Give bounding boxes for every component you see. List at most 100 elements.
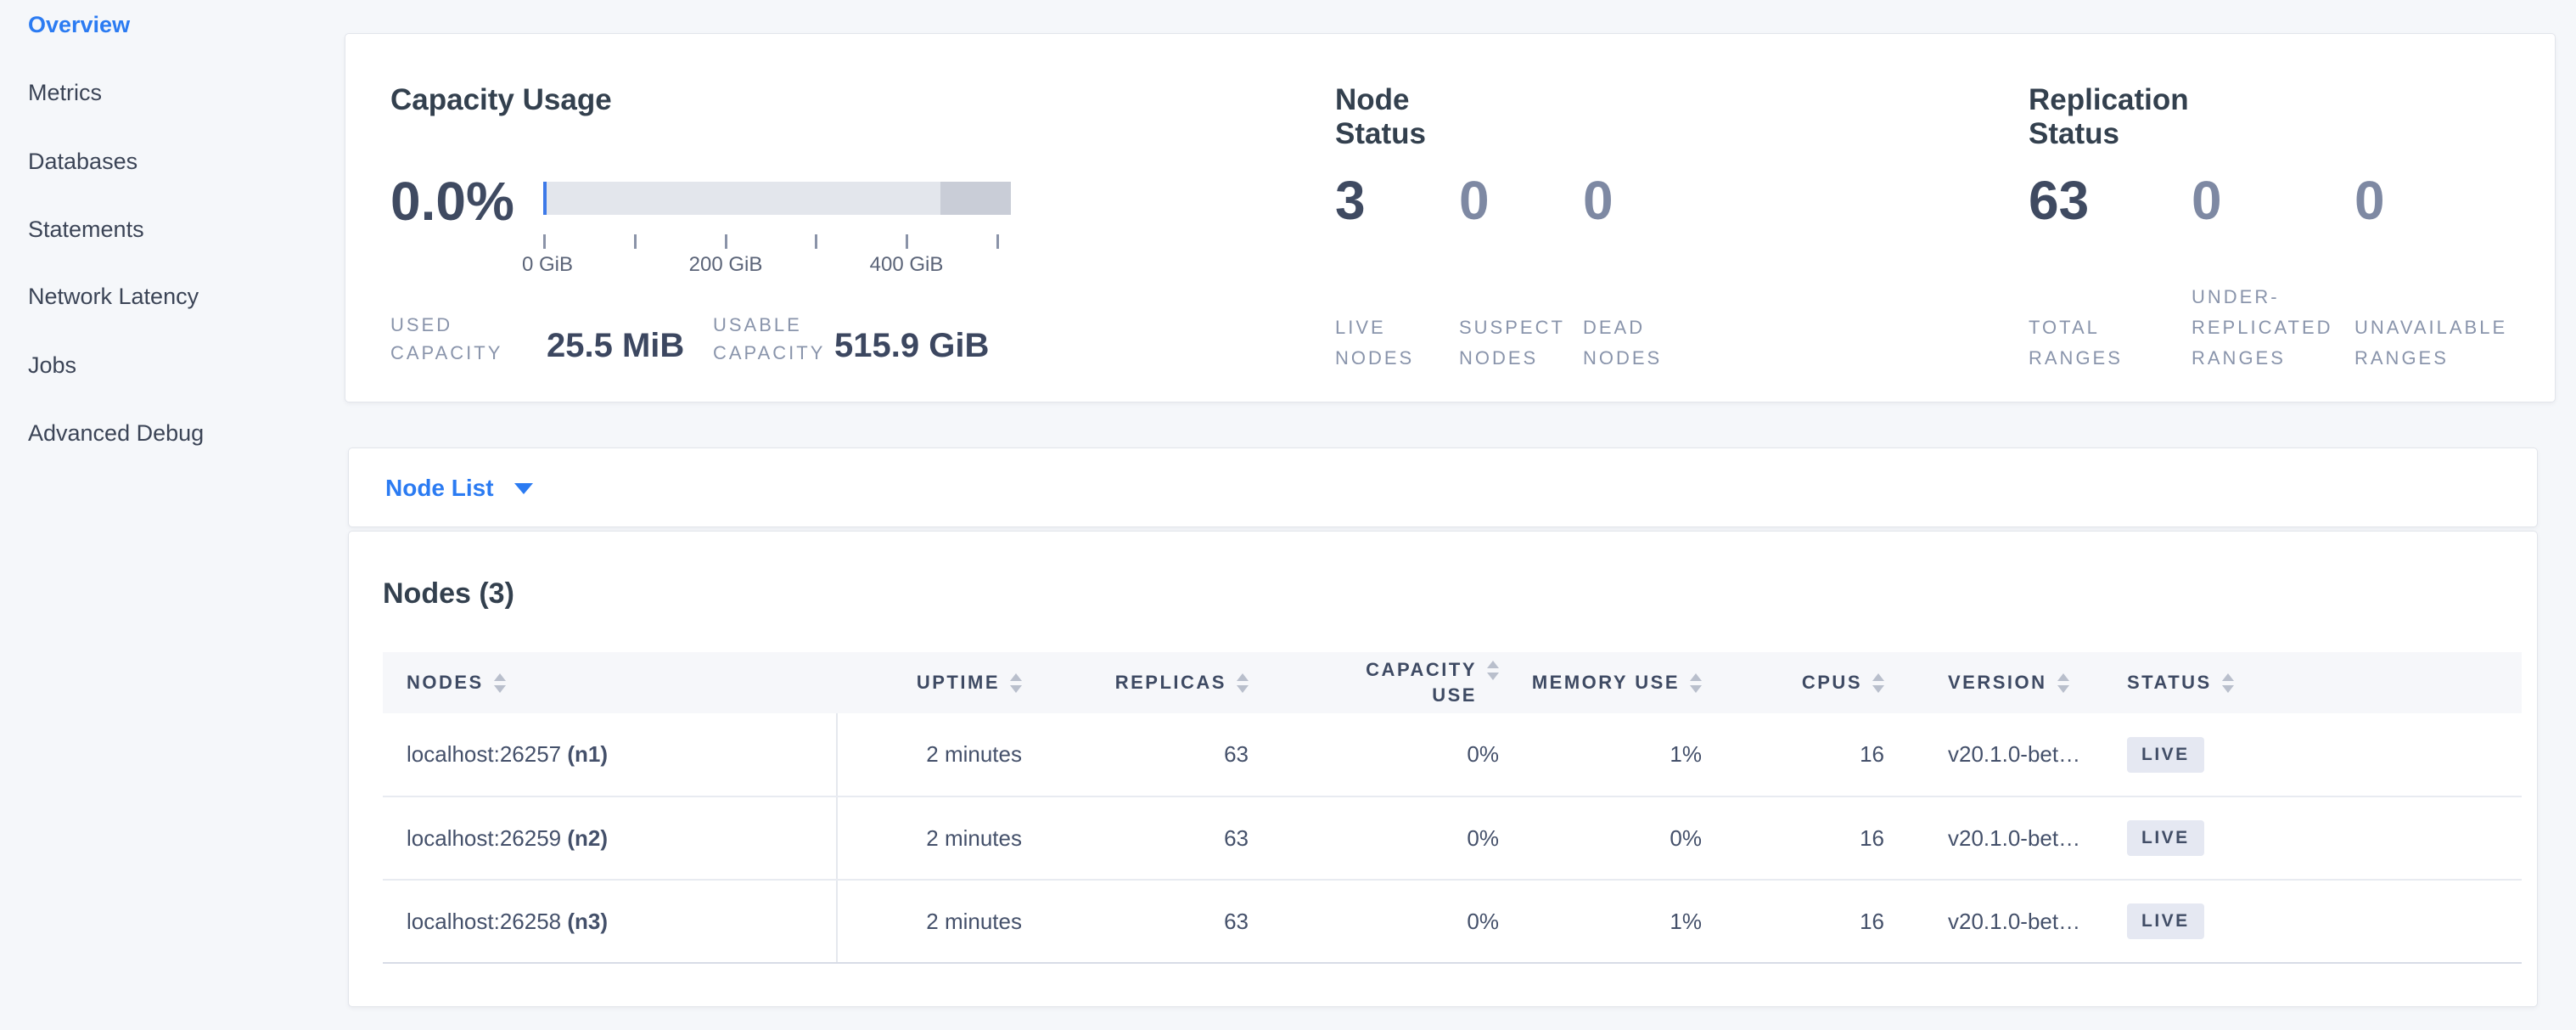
node-list-dropdown[interactable]: Node List — [385, 448, 533, 528]
table-header-row: NODES UPTIME REPLICAS CAPACITY USE M — [383, 652, 2522, 713]
dead-nodes-stat: 0 DEAD NODES — [1583, 170, 1707, 374]
total-ranges-label: TOTAL RANGES — [2029, 317, 2123, 369]
suspect-nodes-stat: 0 SUSPECT NODES — [1459, 170, 1583, 374]
usable-capacity-value: 515.9 GiB — [834, 327, 990, 364]
sort-icon — [1872, 673, 1884, 693]
under-replicated-ranges-stat: 0 UNDER-REPLICATED RANGES — [2192, 170, 2354, 374]
replication-status-title: Replication Status — [2029, 83, 2189, 150]
status-badge: LIVE — [2127, 903, 2204, 939]
sidebar-item-advanced-debug[interactable]: Advanced Debug — [28, 420, 205, 446]
sort-icon — [2221, 673, 2234, 693]
node-status-title: Node Status — [1335, 83, 1426, 150]
node-version: v20.1.0-bet… — [1894, 796, 2114, 881]
total-ranges-stat: 63 TOTAL RANGES — [2029, 170, 2192, 374]
node-row-n2[interactable]: localhost:26259 (n2) 2 minutes 63 0% 0% … — [383, 796, 2522, 881]
axis-tick — [815, 234, 817, 249]
node-memory-use: 1% — [1507, 713, 1711, 797]
capacity-usage-title: Capacity Usage — [390, 83, 612, 116]
node-version: v20.1.0-bet… — [1894, 880, 2114, 964]
nodes-table: NODES UPTIME REPLICAS CAPACITY USE M — [383, 652, 2522, 964]
axis-tick — [906, 234, 908, 249]
column-header-uptime[interactable]: UPTIME — [837, 652, 1032, 713]
node-cpus: 16 — [1711, 713, 1894, 797]
axis-label-0: 0 GiB — [521, 253, 574, 276]
node-uptime: 2 minutes — [837, 796, 1032, 881]
sort-icon — [1237, 673, 1249, 693]
sidebar: Overview Metrics Databases Statements Ne… — [0, 0, 345, 1030]
column-header-memory-use[interactable]: MEMORY USE — [1507, 652, 1711, 713]
sidebar-item-metrics[interactable]: Metrics — [28, 80, 102, 105]
unavailable-ranges-value: 0 — [2354, 170, 2385, 231]
node-memory-use: 1% — [1507, 880, 1711, 964]
sidebar-item-jobs[interactable]: Jobs — [28, 352, 77, 378]
sort-icon — [1010, 673, 1022, 693]
sidebar-item-databases[interactable]: Databases — [28, 149, 138, 174]
column-header-cpus[interactable]: CPUS — [1711, 652, 1894, 713]
sort-icon — [1690, 673, 1702, 693]
sort-icon — [493, 673, 506, 693]
total-ranges-value: 63 — [2029, 170, 2090, 231]
node-address: localhost:26259 — [407, 825, 562, 851]
column-header-status[interactable]: STATUS — [2114, 652, 2522, 713]
axis-label-400: 400 GiB — [869, 253, 944, 276]
node-cpus: 16 — [1711, 880, 1894, 964]
live-nodes-stat: 3 LIVE NODES — [1335, 170, 1459, 374]
node-address: localhost:26258 — [407, 908, 562, 934]
node-memory-use: 0% — [1507, 796, 1711, 881]
node-cpus: 16 — [1711, 796, 1894, 881]
node-id: (n1) — [567, 741, 609, 767]
node-id: (n3) — [567, 908, 609, 934]
node-capacity-use: 0% — [1257, 796, 1507, 881]
status-badge: LIVE — [2127, 820, 2204, 856]
capacity-used-percent: 0.0% — [390, 171, 514, 232]
capacity-usage-bar — [543, 182, 1011, 215]
sidebar-item-network-latency[interactable]: Network Latency — [28, 284, 199, 309]
node-version: v20.1.0-bet… — [1894, 713, 2114, 797]
column-header-capacity-use[interactable]: CAPACITY USE — [1257, 652, 1507, 713]
cluster-summary-card: Capacity Usage 0.0% 0 GiB 200 GiB 400 Gi… — [345, 33, 2556, 402]
usable-capacity-label: USABLE CAPACITY — [713, 314, 826, 363]
caret-down-icon — [514, 482, 533, 494]
under-replicated-ranges-value: 0 — [2192, 170, 2222, 231]
view-selector-card: Node List — [348, 447, 2538, 527]
node-replicas: 63 — [1032, 713, 1257, 797]
unavailable-ranges-stat: 0 UNAVAILABLE RANGES — [2354, 170, 2558, 374]
node-replicas: 63 — [1032, 796, 1257, 881]
node-id: (n2) — [567, 825, 609, 851]
unavailable-ranges-label: UNAVAILABLE RANGES — [2354, 317, 2508, 369]
column-header-nodes[interactable]: NODES — [383, 652, 837, 713]
axis-tick — [725, 234, 727, 249]
live-nodes-label: LIVE NODES — [1335, 317, 1415, 369]
node-capacity-use: 0% — [1257, 713, 1507, 797]
dead-nodes-value: 0 — [1583, 170, 1614, 231]
node-address: localhost:26257 — [407, 741, 562, 767]
node-row-n3[interactable]: localhost:26258 (n3) 2 minutes 63 0% 1% … — [383, 880, 2522, 964]
axis-tick — [543, 234, 546, 249]
nodes-section-title: Nodes (3) — [383, 577, 514, 610]
node-uptime: 2 minutes — [837, 880, 1032, 964]
axis-tick — [634, 234, 637, 249]
live-nodes-value: 3 — [1335, 170, 1366, 231]
node-uptime: 2 minutes — [837, 713, 1032, 797]
axis-label-200: 200 GiB — [688, 253, 763, 276]
sidebar-item-statements[interactable]: Statements — [28, 217, 144, 242]
used-capacity-label: USED CAPACITY — [390, 314, 503, 363]
capacity-other-segment — [940, 182, 1011, 215]
dead-nodes-label: DEAD NODES — [1583, 317, 1663, 369]
suspect-nodes-label: SUSPECT NODES — [1459, 317, 1565, 369]
axis-tick — [996, 234, 999, 249]
column-header-replicas[interactable]: REPLICAS — [1032, 652, 1257, 713]
sort-icon — [2057, 673, 2069, 693]
node-replicas: 63 — [1032, 880, 1257, 964]
sidebar-item-overview[interactable]: Overview — [28, 12, 131, 37]
node-list-dropdown-label: Node List — [385, 475, 494, 501]
node-capacity-use: 0% — [1257, 880, 1507, 964]
suspect-nodes-value: 0 — [1459, 170, 1490, 231]
capacity-usage-panel: Capacity Usage 0.0% 0 GiB 200 GiB 400 Gi… — [390, 34, 1333, 403]
capacity-stats: USED CAPACITY 25.5 MiB USABLE CAPACITY 5… — [390, 311, 989, 367]
nodes-table-card: Nodes (3) NODES UPTIME REPLICAS CAPACITY… — [348, 531, 2538, 1007]
sort-icon — [1487, 661, 1499, 680]
column-header-version[interactable]: VERSION — [1894, 652, 2114, 713]
used-capacity-value: 25.5 MiB — [547, 327, 685, 364]
node-row-n1[interactable]: localhost:26257 (n1) 2 minutes 63 0% 1% … — [383, 713, 2522, 797]
